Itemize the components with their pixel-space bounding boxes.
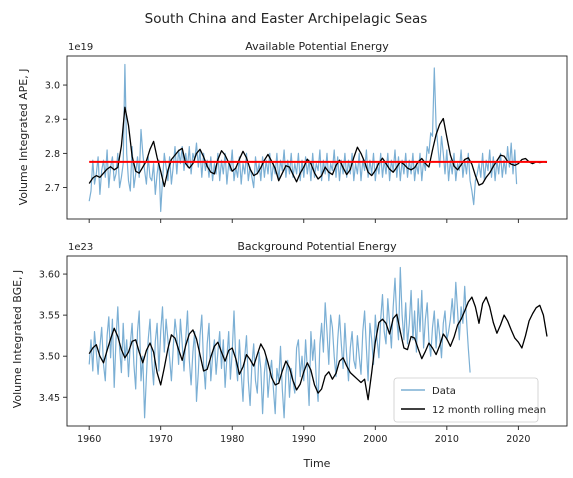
bge-xtick-label: 2000: [363, 434, 387, 445]
ape-rolling-mean-line: [88, 106, 548, 188]
ape-ticks: 2.7 2.8 2.9 3.0: [45, 81, 519, 223]
bge-data-line: [88, 266, 471, 419]
ape-ytick-label: 3.0: [45, 81, 60, 92]
bge-ticks: 3.45 3.50 3.55 3.60 1960 1970 1980 1990 2000 2010…: [39, 270, 531, 445]
ape-axes-frame: [66, 55, 568, 220]
figure-title: South China and Easter Archipelagic Seas: [145, 11, 428, 27]
legend: Data 12 month rolling mean: [393, 377, 546, 423]
ape-plot-area: [88, 63, 548, 213]
ape-offset-label: 1e19: [68, 42, 93, 53]
legend-label-rolling-mean: 12 month rolling mean: [432, 405, 546, 416]
bge-rolling-mean-line: [88, 296, 548, 401]
bge-xtick-label: 1980: [220, 434, 244, 445]
bge-xtick-label: 1960: [77, 434, 101, 445]
legend-box: [393, 377, 539, 423]
bge-xtick-label: 1970: [149, 434, 173, 445]
ape-ytick-label: 2.9: [45, 115, 60, 126]
ape-ytick-label: 2.8: [45, 149, 60, 160]
ape-ylabel: Volume Integrated APE, J: [17, 69, 30, 206]
bge-ytick-label: 3.45: [39, 393, 60, 404]
x-axis-label: Time: [303, 457, 331, 470]
bge-title: Background Potential Energy: [237, 240, 397, 253]
legend-label-data: Data: [432, 386, 456, 397]
bge-xtick-label: 2020: [506, 434, 530, 445]
bge-offset-label: 1e23: [68, 242, 93, 253]
bge-ytick-label: 3.55: [39, 311, 60, 322]
bge-plot-area: [88, 266, 548, 419]
bge-ylabel: Volume Integrated BGE, J: [11, 270, 24, 409]
bge-xtick-label: 2010: [435, 434, 459, 445]
ape-ytick-label: 2.7: [45, 183, 60, 194]
bge-panel: Background Potential Energy 1e23 Volume …: [11, 240, 568, 445]
ape-title: Available Potential Energy: [245, 40, 389, 53]
bge-ytick-label: 3.60: [39, 270, 60, 281]
ape-panel: Available Potential Energy 1e19 Volume I…: [17, 40, 568, 223]
ape-data-line: [88, 63, 518, 213]
bge-xtick-label: 1990: [292, 434, 316, 445]
bge-ytick-label: 3.50: [39, 352, 60, 363]
bge-axes-frame: [66, 255, 568, 427]
